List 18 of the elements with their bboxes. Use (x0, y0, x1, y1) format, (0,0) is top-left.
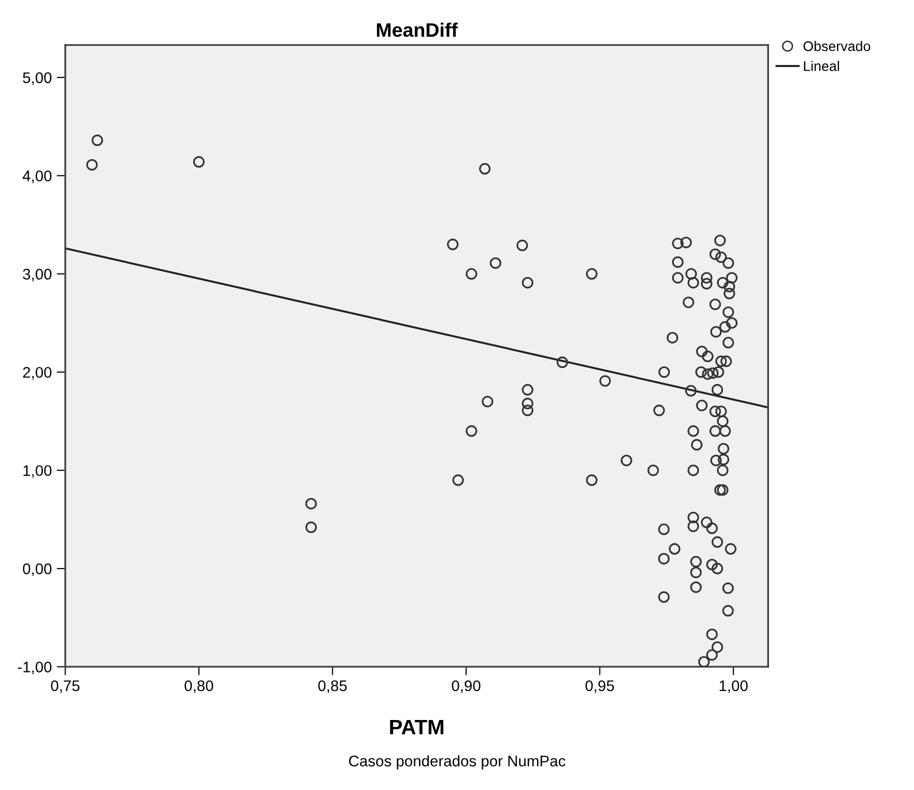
legend-label: Lineal (804, 60, 839, 72)
chart-title: MeanDiff (376, 22, 458, 37)
x-tick-label: 0,95 (585, 680, 614, 693)
x-tick-label: 0,75 (50, 680, 80, 693)
x-tick-label: 0,85 (318, 680, 347, 693)
y-tick-label: 3,00 (22, 268, 52, 282)
y-tick-label: 2,00 (23, 366, 52, 380)
y-tick-label: 0,00 (22, 563, 52, 576)
x-tick-label: 0,80 (184, 680, 214, 693)
text: Casos ponderados por NumPac (349, 755, 566, 770)
y-tick-label: 4,00 (22, 170, 52, 184)
y-tick-label: 5,00 (22, 72, 52, 85)
legend-label: Observado (804, 40, 870, 52)
y-tick-label: -1,00 (18, 662, 52, 674)
x-tick-label: 0,90 (452, 680, 480, 693)
x-tick-label: 1,00 (720, 680, 748, 693)
x-axis-title: PATM (390, 720, 444, 734)
y-tick-label: 1,00 (24, 465, 52, 478)
